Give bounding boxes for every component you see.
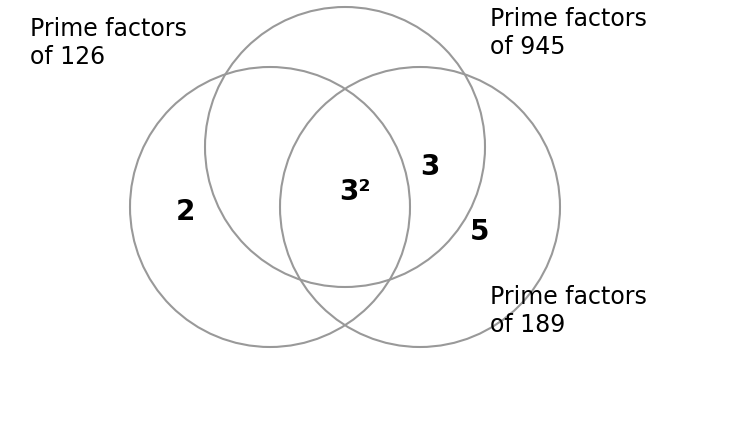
Text: Prime factors
of 126: Prime factors of 126 bbox=[30, 17, 187, 69]
Text: Prime factors
of 945: Prime factors of 945 bbox=[490, 7, 646, 59]
Text: 3: 3 bbox=[420, 153, 440, 181]
Text: 2: 2 bbox=[176, 198, 195, 226]
Text: Prime factors
of 189: Prime factors of 189 bbox=[490, 285, 646, 337]
Text: 5: 5 bbox=[470, 218, 490, 246]
Text: 3²: 3² bbox=[339, 178, 370, 206]
